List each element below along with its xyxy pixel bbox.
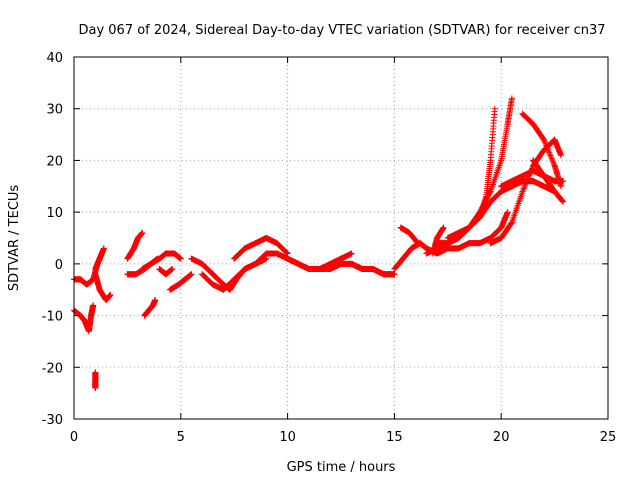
data-point bbox=[558, 183, 565, 190]
data-point bbox=[543, 142, 550, 149]
y-axis-label: SDTVAR / TECUs bbox=[7, 185, 22, 292]
y-tick-label: 0 bbox=[55, 258, 63, 273]
data-point bbox=[548, 153, 555, 160]
data-point bbox=[491, 105, 498, 112]
x-tick-label: 15 bbox=[386, 430, 403, 445]
data-point bbox=[523, 179, 530, 186]
data-point bbox=[348, 250, 355, 257]
data-points bbox=[71, 95, 567, 391]
data-point bbox=[520, 185, 527, 192]
data-point bbox=[542, 139, 549, 146]
data-point bbox=[545, 146, 552, 153]
data-point bbox=[519, 188, 526, 195]
plot-frame bbox=[73, 56, 609, 420]
data-point bbox=[92, 384, 99, 391]
data-point bbox=[548, 155, 555, 162]
data-point bbox=[523, 178, 530, 185]
data-point bbox=[90, 302, 97, 309]
data-point bbox=[520, 187, 527, 194]
x-tick-label: 5 bbox=[177, 430, 185, 445]
data-point bbox=[547, 152, 554, 159]
x-tick-label: 10 bbox=[279, 430, 296, 445]
data-point bbox=[549, 158, 556, 165]
data-point bbox=[414, 240, 421, 247]
x-tick-label: 25 bbox=[600, 430, 617, 445]
data-point bbox=[550, 159, 557, 166]
data-point bbox=[139, 229, 146, 236]
data-point bbox=[188, 271, 195, 278]
y-tick-label: -10 bbox=[42, 310, 63, 325]
data-point bbox=[522, 181, 529, 188]
data-point bbox=[546, 149, 553, 156]
data-point bbox=[391, 271, 398, 278]
axis-ticks bbox=[73, 56, 609, 420]
y-tick-label: 20 bbox=[46, 154, 63, 169]
tick-labels: 0 5 10 15 20 25 -30 -20 -10 0 10 20 30 40 bbox=[42, 51, 617, 445]
data-point bbox=[284, 249, 291, 256]
data-point bbox=[177, 255, 184, 262]
y-tick-label: 30 bbox=[46, 103, 63, 118]
data-point bbox=[558, 152, 565, 159]
data-point bbox=[541, 138, 548, 145]
data-point bbox=[560, 178, 567, 185]
data-point bbox=[284, 250, 291, 257]
data-point bbox=[524, 176, 531, 183]
y-tick-label: 10 bbox=[46, 206, 63, 221]
data-point bbox=[542, 141, 549, 148]
data-point bbox=[543, 143, 550, 150]
y-tick-label: -30 bbox=[42, 413, 63, 428]
data-point bbox=[524, 175, 531, 182]
data-point bbox=[440, 224, 447, 231]
data-point bbox=[504, 209, 511, 216]
x-tick-label: 20 bbox=[493, 430, 510, 445]
data-point bbox=[152, 297, 159, 304]
data-point bbox=[545, 148, 552, 155]
data-point bbox=[546, 151, 553, 158]
data-point bbox=[521, 182, 528, 189]
data-point bbox=[283, 249, 290, 256]
data-point bbox=[560, 198, 567, 205]
chart-title: Day 067 of 2024, Sidereal Day-to-day VTE… bbox=[78, 23, 605, 38]
y-tick-label: 40 bbox=[46, 51, 63, 66]
data-point bbox=[508, 95, 515, 102]
data-point bbox=[544, 145, 551, 152]
x-axis-label: GPS time / hours bbox=[287, 460, 396, 475]
data-point bbox=[508, 220, 515, 227]
data-point bbox=[551, 161, 558, 168]
data-point bbox=[107, 291, 114, 298]
x-tick-label: 0 bbox=[70, 430, 78, 445]
grid bbox=[74, 57, 608, 419]
y-tick-label: -20 bbox=[42, 361, 63, 376]
data-point bbox=[521, 184, 528, 191]
data-point bbox=[169, 266, 176, 273]
data-point bbox=[100, 245, 107, 252]
data-point bbox=[540, 136, 547, 143]
data-point bbox=[549, 156, 556, 163]
